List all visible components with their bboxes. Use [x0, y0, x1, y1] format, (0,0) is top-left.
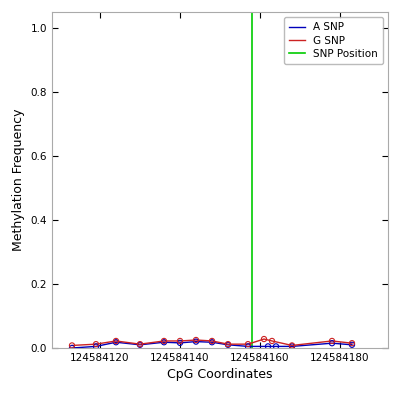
Legend: A SNP, G SNP, SNP Position: A SNP, G SNP, SNP Position [284, 17, 383, 64]
Point [69, 345, 75, 351]
Point [289, 342, 295, 349]
Point [113, 338, 119, 344]
Point [269, 338, 275, 344]
Point [209, 338, 215, 344]
Point [329, 338, 335, 344]
Point [113, 339, 119, 346]
Point [93, 343, 99, 350]
Point [273, 343, 279, 350]
Y-axis label: Methylation Frequency: Methylation Frequency [12, 109, 25, 251]
Point [245, 341, 251, 347]
Point [209, 339, 215, 346]
Point [193, 337, 199, 343]
Point [161, 338, 167, 344]
X-axis label: CpG Coordinates: CpG Coordinates [167, 368, 273, 382]
Point [349, 342, 355, 348]
Point [193, 338, 199, 345]
Point [137, 342, 143, 348]
Point [289, 343, 295, 350]
Point [225, 341, 231, 347]
Point [261, 336, 267, 342]
Point [245, 343, 251, 350]
Point [69, 342, 75, 349]
Point [225, 342, 231, 348]
Point [329, 340, 335, 346]
Point [177, 340, 183, 346]
Point [137, 341, 143, 347]
Point [161, 339, 167, 346]
Point [349, 340, 355, 346]
Point [177, 338, 183, 344]
Point [93, 341, 99, 347]
Point [265, 343, 271, 350]
